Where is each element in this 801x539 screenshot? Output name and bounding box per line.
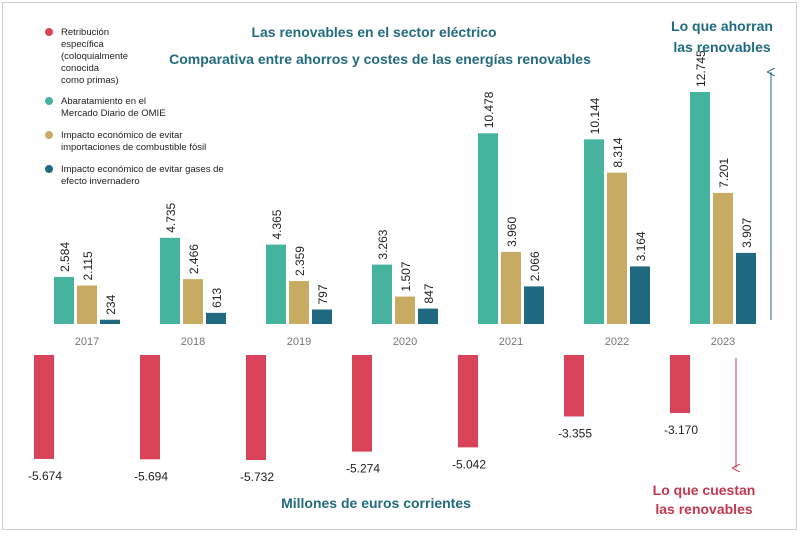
legend-item-3: Impacto económico de evitar gases deefec…: [45, 164, 224, 187]
year-label-2020: 2020: [393, 336, 417, 348]
value-label-s3-2017: 234: [104, 294, 118, 314]
category-labels: 2017 2018 2019 2020 2021 2022 2023: [75, 336, 735, 348]
bar-s0-2023: [670, 355, 690, 414]
legend-marker-0: [45, 28, 53, 36]
bar-s3-2017: [100, 319, 120, 324]
value-label-s1-2019: 4.365: [270, 209, 284, 239]
value-label-s1-2018: 4.735: [164, 202, 178, 232]
value-label-s2-2022: 8.314: [611, 137, 625, 167]
value-label-s3-2021: 2.066: [528, 251, 542, 281]
value-labels: 2.584 4.735 4.365 3.263 10.478 10.144 12.745 2.…: [28, 50, 754, 484]
bar-s3-2019: [312, 309, 332, 324]
costs-annotation: Lo que cuestan las renovables: [653, 358, 756, 517]
value-label-s0-2017: -5.674: [28, 469, 62, 483]
legend-label-0-1: específica: [61, 39, 104, 50]
savings-annotation-line-1: Lo que ahorran: [671, 18, 773, 34]
bar-s1-2018: [160, 237, 180, 324]
value-label-s0-2021: -5.042: [452, 457, 486, 471]
legend-label-1-0: Abaratamiento en el: [61, 96, 146, 107]
value-label-s2-2020: 1.507: [399, 261, 413, 291]
legend-label-3-1: efecto invernadero: [61, 176, 140, 187]
bar-s1-2017: [54, 276, 74, 324]
year-label-2023: 2023: [711, 336, 735, 348]
chart-subtitle: Comparativa entre ahorros y costes de la…: [169, 51, 591, 67]
chart-title: Las renovables en el sector eléctrico: [251, 24, 496, 40]
bar-s2-2021: [501, 251, 521, 324]
year-label-2017: 2017: [75, 336, 99, 348]
bar-s2-2017: [77, 285, 97, 324]
legend-item-2: Impacto económico de evitarimportaciones…: [45, 130, 206, 153]
value-label-s2-2018: 2.466: [187, 244, 201, 274]
value-label-s1-2023: 12.745: [694, 50, 708, 87]
value-label-s1-2020: 3.263: [376, 229, 390, 259]
bar-s0-2022: [564, 355, 584, 417]
legend-label-0-2: (coloquialmente: [61, 51, 128, 62]
negative-bars: [34, 355, 690, 460]
legend-label-3-0: Impacto económico de evitar gases de: [61, 164, 224, 175]
bar-s2-2018: [183, 279, 203, 324]
costs-annotation-line-1: Lo que cuestan: [653, 482, 756, 498]
value-label-s0-2022: -3.355: [558, 426, 592, 440]
costs-annotation-line-2: las renovables: [655, 501, 752, 517]
bar-s0-2020: [352, 355, 372, 452]
value-label-s3-2019: 797: [316, 284, 330, 304]
legend: Retribuciónespecífica(coloquialmentecono…: [45, 27, 224, 187]
bar-s0-2017: [34, 355, 54, 459]
bar-s0-2021: [458, 355, 478, 448]
value-label-s0-2018: -5.694: [134, 469, 168, 483]
value-label-s3-2020: 847: [422, 283, 436, 303]
legend-label-0-4: como primas): [61, 75, 119, 86]
bar-s2-2019: [289, 281, 309, 324]
value-label-s0-2020: -5.274: [346, 462, 380, 476]
legend-marker-1: [45, 97, 53, 105]
bar-s2-2023: [713, 192, 733, 324]
bar-s3-2018: [206, 312, 226, 324]
legend-marker-2: [45, 131, 53, 139]
bar-s1-2020: [372, 264, 392, 324]
value-label-s2-2019: 2.359: [293, 246, 307, 276]
bar-s1-2019: [266, 244, 286, 324]
positive-bars: [54, 92, 756, 324]
legend-label-2-1: importaciones de combustible fósil: [61, 142, 206, 153]
value-label-s2-2017: 2.115: [81, 251, 95, 280]
unit-note: Millones de euros corrientes: [281, 495, 471, 511]
bar-s1-2021: [478, 133, 498, 324]
bar-s3-2023: [736, 252, 756, 324]
year-label-2021: 2021: [499, 336, 523, 348]
legend-label-2-0: Impacto económico de evitar: [61, 130, 182, 141]
bar-s3-2020: [418, 308, 438, 324]
value-label-s3-2023: 3.907: [740, 218, 754, 248]
bar-s2-2020: [395, 296, 415, 324]
value-label-s0-2023: -3.170: [664, 423, 698, 437]
value-label-s3-2018: 613: [210, 287, 224, 307]
legend-label-0-3: conocida: [61, 63, 100, 74]
value-label-s1-2022: 10.144: [588, 97, 602, 134]
legend-label-0-0: Retribución: [61, 27, 109, 38]
value-label-s3-2022: 3.164: [634, 231, 648, 261]
legend-marker-3: [45, 165, 53, 173]
value-label-s2-2021: 3.960: [505, 217, 519, 247]
bar-s1-2023: [690, 92, 710, 324]
value-label-s2-2023: 7.201: [717, 158, 731, 188]
bar-s0-2018: [140, 355, 160, 460]
bar-s2-2022: [607, 172, 627, 324]
savings-annotation-line-2: las renovables: [673, 39, 770, 55]
savings-annotation: Lo que ahorran las renovables: [671, 18, 773, 320]
bar-s0-2019: [246, 355, 266, 460]
value-label-s1-2021: 10.478: [482, 91, 496, 128]
value-label-s0-2019: -5.732: [240, 470, 274, 484]
legend-item-0: Retribuciónespecífica(coloquialmentecono…: [45, 27, 128, 86]
value-label-s1-2017: 2.584: [58, 242, 72, 272]
year-label-2019: 2019: [287, 336, 311, 348]
bar-s3-2021: [524, 286, 544, 324]
year-label-2022: 2022: [605, 336, 629, 348]
legend-label-1-1: Mercado Diario de OMIE: [61, 108, 166, 119]
bar-s3-2022: [630, 266, 650, 324]
year-label-2018: 2018: [181, 336, 205, 348]
bar-s1-2022: [584, 139, 604, 324]
